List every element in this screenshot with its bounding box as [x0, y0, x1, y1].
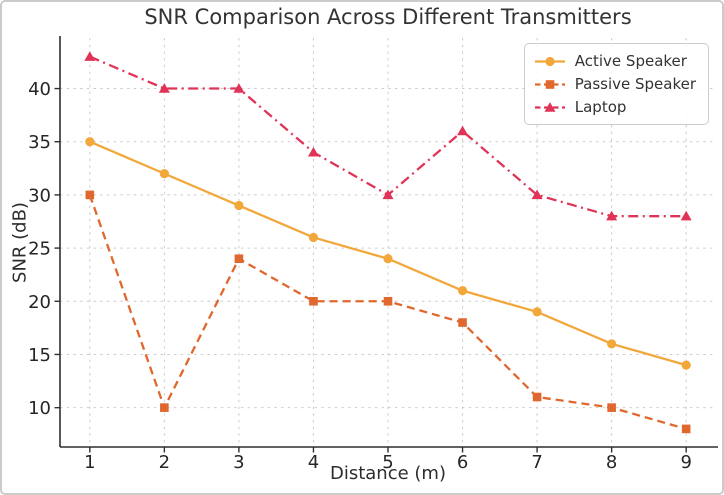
- marker-active-speaker-6: [457, 286, 468, 296]
- marker-passive-speaker-5: [383, 296, 393, 306]
- marker-passive-speaker-9: [681, 424, 691, 434]
- x-axis-label: Distance (m): [329, 463, 446, 484]
- y-tick-label-30: 30: [28, 185, 51, 206]
- marker-active-speaker-7: [532, 307, 542, 317]
- legend-marker-laptop: [544, 101, 556, 112]
- marker-passive-speaker-6: [458, 318, 467, 327]
- marker-laptop-9: [680, 210, 692, 221]
- series-passive-speaker: [85, 190, 691, 434]
- marker-active-speaker-9: [681, 360, 691, 370]
- legend-label-passive-speaker: Passive Speaker: [574, 75, 696, 93]
- marker-passive-speaker-3: [234, 254, 244, 264]
- y-axis-label: SNR (dB): [9, 202, 31, 283]
- legend-item-active-speaker: Active Speaker: [534, 50, 696, 72]
- y-tick-label-25: 25: [28, 239, 51, 260]
- x-tick-label-5: 5: [382, 452, 393, 473]
- marker-laptop-2: [158, 83, 170, 93]
- marker-passive-speaker-7: [532, 392, 542, 402]
- x-tick-label-4: 4: [308, 452, 319, 473]
- marker-active-speaker-5: [383, 254, 393, 264]
- x-tick-label-7: 7: [531, 452, 542, 473]
- marker-passive-speaker-1: [85, 190, 95, 200]
- legend-label-laptop: Laptop: [574, 98, 627, 116]
- legend-item-laptop: Laptop: [534, 96, 696, 118]
- y-tick-label-10: 10: [28, 398, 51, 419]
- marker-laptop-3: [233, 83, 245, 93]
- marker-active-speaker-3: [234, 200, 244, 211]
- legend-marker-active-speaker: [545, 56, 555, 66]
- x-tick-label-1: 1: [84, 452, 95, 473]
- marker-laptop-7: [531, 189, 543, 200]
- legend-sample-laptop: [534, 101, 565, 112]
- legend-sample-passive-speaker: [534, 79, 565, 89]
- x-tick-label-6: 6: [457, 452, 468, 473]
- y-tick-label-15: 15: [28, 345, 51, 366]
- x-tick-label-8: 8: [606, 452, 617, 473]
- marker-laptop-5: [382, 189, 394, 200]
- y-tick-label-20: 20: [28, 292, 51, 313]
- y-tick-label-40: 40: [28, 79, 51, 100]
- marker-passive-speaker-4: [309, 296, 318, 306]
- legend-marker-passive-speaker: [545, 79, 555, 89]
- x-tick-label-9: 9: [680, 452, 691, 473]
- series-active-speaker: [85, 137, 691, 370]
- legend-item-passive-speaker: Passive Speaker: [534, 73, 696, 95]
- marker-active-speaker-8: [607, 339, 617, 349]
- x-tick-label-2: 2: [159, 452, 170, 473]
- legend-label-active-speaker: Active Speaker: [574, 52, 687, 70]
- marker-passive-speaker-8: [607, 403, 616, 412]
- x-tick-label-3: 3: [233, 452, 244, 473]
- marker-laptop-4: [307, 146, 319, 157]
- marker-active-speaker-4: [308, 232, 319, 243]
- y-tick-label-35: 35: [28, 132, 51, 153]
- marker-laptop-8: [606, 210, 618, 221]
- series-laptop: [84, 51, 692, 221]
- marker-laptop-6: [457, 125, 469, 136]
- marker-active-speaker-2: [159, 169, 169, 179]
- legend-sample-active-speaker: [534, 56, 565, 66]
- marker-laptop-1: [84, 51, 96, 61]
- marker-passive-speaker-2: [160, 403, 169, 412]
- legend: Active Speaker Passive Speaker Laptop: [523, 43, 709, 125]
- marker-active-speaker-1: [85, 137, 95, 147]
- chart-title: SNR Comparison Across Different Transmit…: [144, 5, 632, 29]
